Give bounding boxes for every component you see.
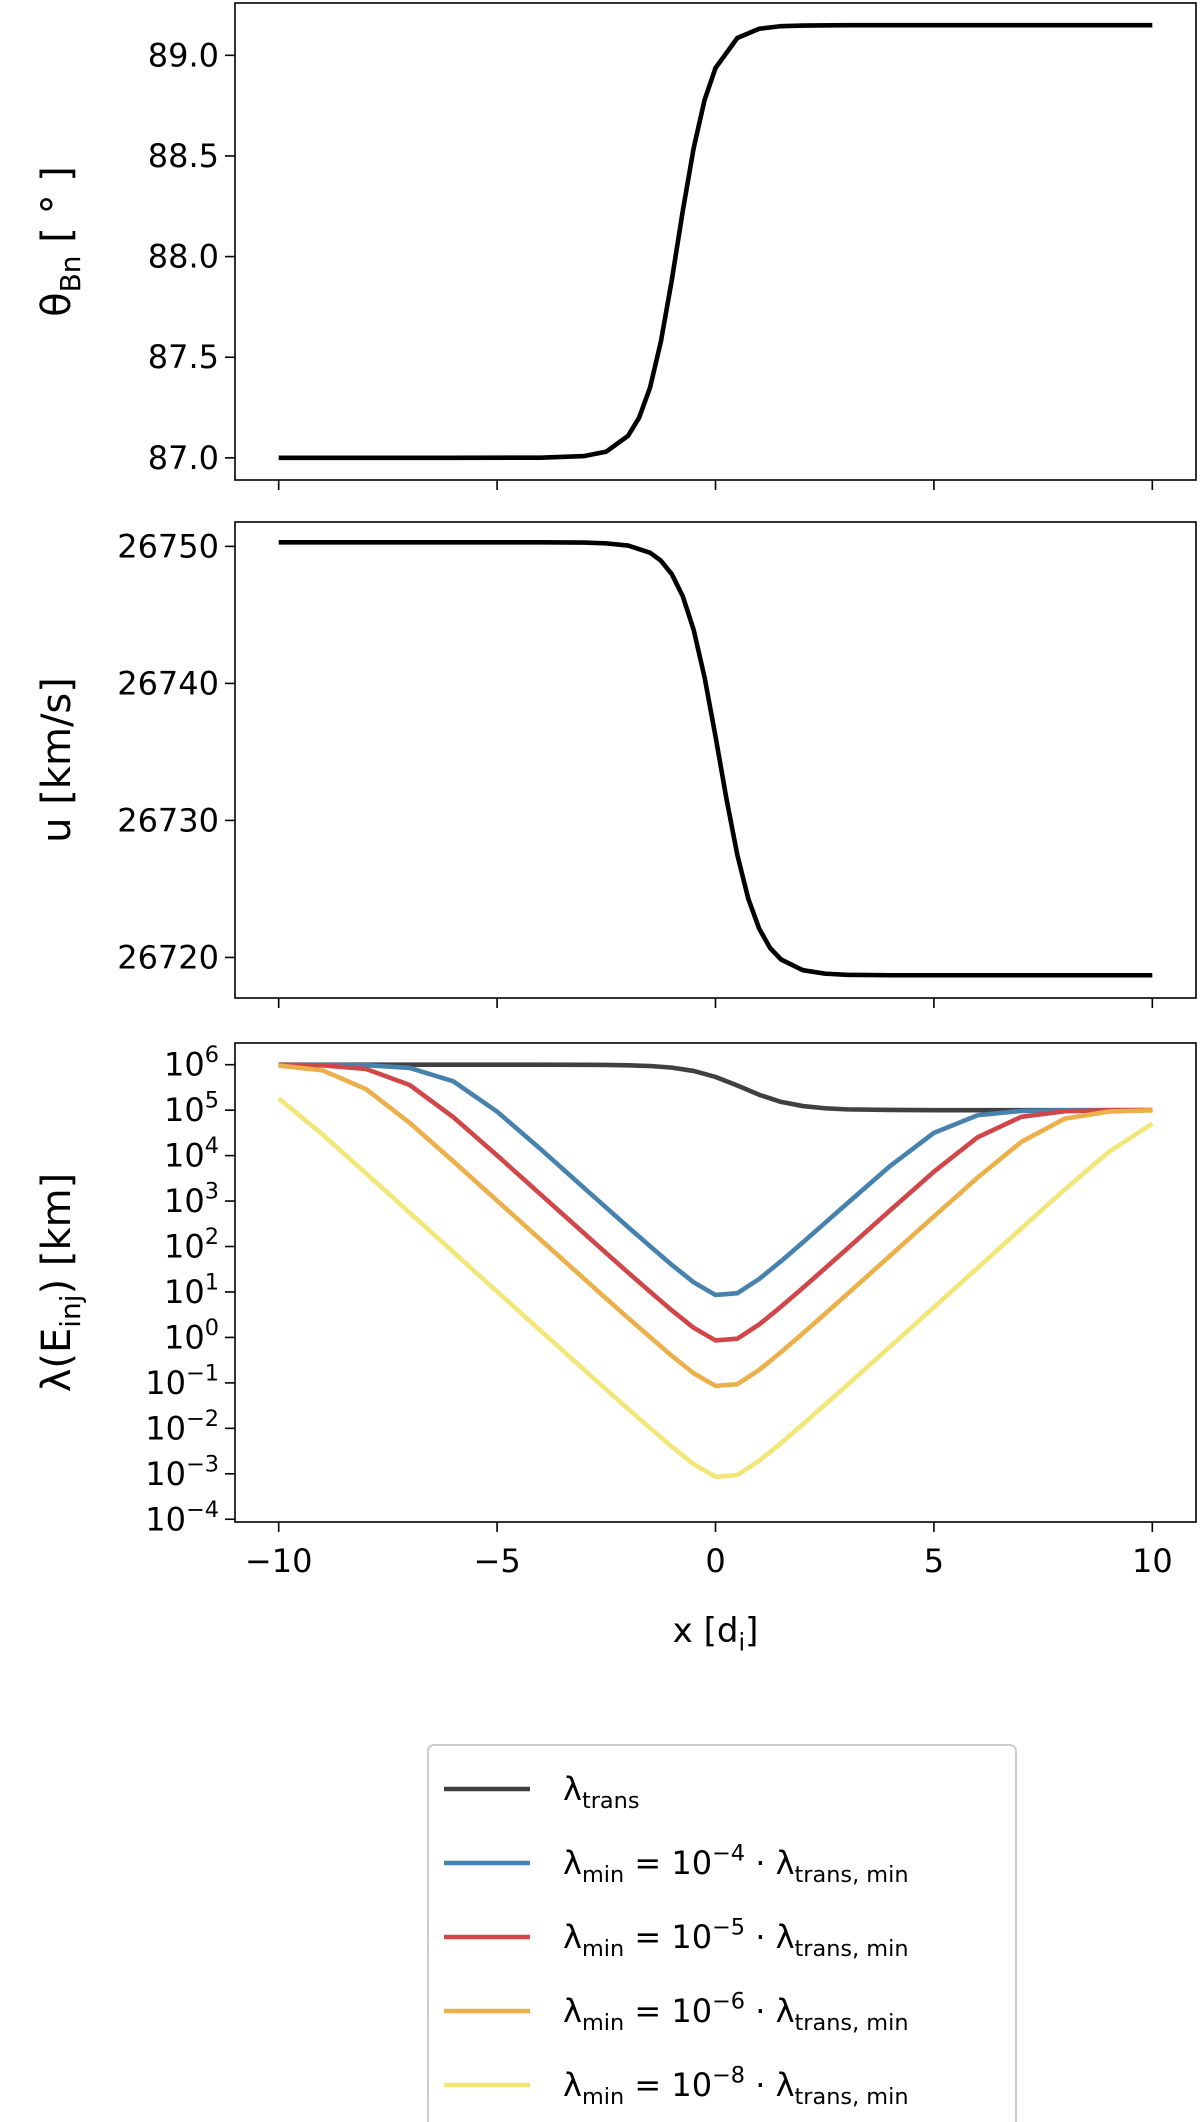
legend-label: λtrans xyxy=(563,1770,640,1814)
legend-label: λmin = 10−8 · λtrans, min xyxy=(563,2063,909,2110)
y-tick-label: 10−4 xyxy=(145,1497,219,1538)
y-tick-label: 26720 xyxy=(117,938,219,976)
data-line xyxy=(278,1063,1153,1389)
legend-label: λmin = 10−6 · λtrans, min xyxy=(563,1989,909,2036)
data-line xyxy=(278,1062,1153,1113)
y-tick-label: 106 xyxy=(164,1042,219,1083)
data-line xyxy=(278,1062,1153,1298)
y-tick-label: 87.5 xyxy=(148,338,219,376)
data-line xyxy=(278,1062,1153,1343)
legend-label: λmin = 10−4 · λtrans, min xyxy=(563,1841,909,1888)
axes-frame xyxy=(234,521,1197,999)
axes-frame xyxy=(234,2,1197,481)
legend-box xyxy=(427,1744,1017,2122)
y-tick-label: 87.0 xyxy=(148,439,219,477)
y-tick-label: 103 xyxy=(164,1179,219,1220)
y-tick-label: 102 xyxy=(164,1224,219,1265)
y-tick-label: 26730 xyxy=(117,801,219,839)
x-tick-label: −10 xyxy=(245,1542,313,1580)
y-tick-label: 10−2 xyxy=(145,1406,219,1447)
y-tick-label: 101 xyxy=(164,1270,219,1311)
legend-label: λmin = 10−5 · λtrans, min xyxy=(563,1915,909,1962)
x-tick-label: 5 xyxy=(924,1542,944,1580)
y-tick-label: 26740 xyxy=(117,664,219,702)
y-tick-label: 104 xyxy=(164,1133,219,1174)
data-line xyxy=(277,1096,1154,1480)
y-tick-label: 88.0 xyxy=(148,238,219,276)
y-tick-label: 26750 xyxy=(117,527,219,565)
data-line xyxy=(278,539,1153,978)
y-tick-label: 89.0 xyxy=(148,36,219,74)
y-tick-label: 88.5 xyxy=(148,137,219,175)
axes-frame xyxy=(234,1042,1197,1523)
x-tick-label: −5 xyxy=(474,1542,521,1580)
y-tick-label: 10−1 xyxy=(145,1360,219,1401)
y-tick-label: 100 xyxy=(164,1315,219,1356)
y-axis-label: λ(Einj) [km] xyxy=(34,1173,87,1393)
legend: λtrans λmin = 10−4 · λtrans, min λmin = 10… xyxy=(427,1744,1017,2122)
x-axis-label: x [di] xyxy=(673,1611,759,1657)
y-axis-label: u [km/s] xyxy=(34,677,80,843)
x-tick-label: 0 xyxy=(705,1542,725,1580)
y-tick-label: 10−3 xyxy=(145,1451,219,1492)
y-axis-label: θBn [ ° ] xyxy=(34,166,87,317)
x-tick-label: 10 xyxy=(1132,1542,1173,1580)
data-line xyxy=(278,22,1153,461)
y-tick-label: 105 xyxy=(164,1088,219,1129)
